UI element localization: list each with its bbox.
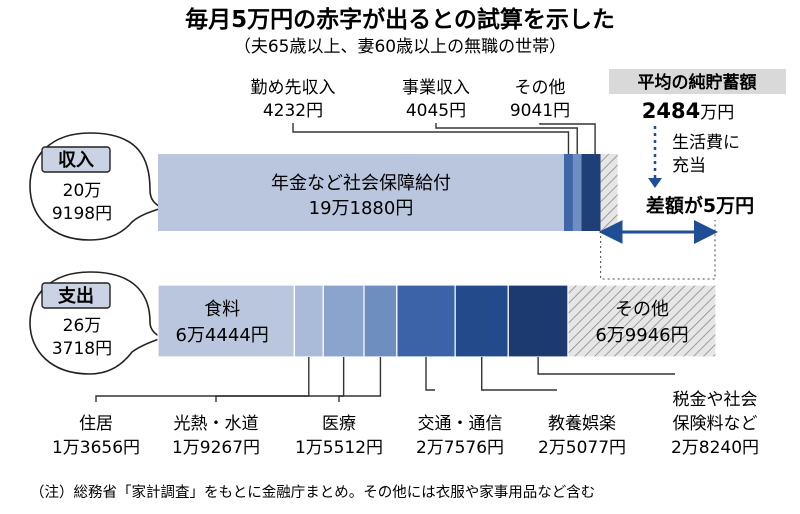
expense-segment [293, 284, 324, 358]
income-other-value: 9041円 [510, 101, 570, 121]
expense-total-line1: 26万 [63, 316, 102, 336]
income-label: 収入 [58, 150, 94, 171]
expense-utilities-label: 光熱・水道 [174, 414, 259, 434]
expense-medical-label: 医療 [322, 414, 356, 434]
income-leader-lines [292, 123, 596, 154]
expense-leader-line [338, 357, 382, 402]
expense-total-line2: 3718円 [52, 339, 112, 359]
expense-utilities-value: 1万9267円 [172, 438, 260, 458]
expense-tax-value: 2万8240円 [671, 438, 759, 458]
income-employment-label: 勤め先収入 [251, 78, 336, 98]
deficit-guide-lines [600, 220, 716, 280]
income-bubble: 収入 20万 9198円 [29, 132, 164, 241]
income-leader-line [539, 123, 596, 154]
expense-food-value: 6万4444円 [176, 325, 269, 346]
savings-box [609, 69, 786, 94]
income-business-label: 事業収入 [402, 78, 470, 98]
expense-leader-lines [95, 357, 675, 402]
income-leader-line [292, 123, 570, 154]
expense-food-label: 食料 [204, 299, 240, 320]
savings-label: 平均の純貯蓄額 [638, 72, 757, 93]
expense-segment [507, 284, 569, 358]
arrow-note-line1: 生活費に [672, 133, 740, 153]
expense-tax-label-line1: 税金や社会 [673, 390, 758, 410]
income-employment-value: 4232円 [263, 101, 323, 121]
expense-other-label: その他 [615, 299, 669, 320]
expense-leader-line [95, 357, 310, 402]
chart-title: 毎月5万円の赤字が出るとの試算を示した [185, 6, 615, 33]
expense-segment [396, 284, 456, 358]
expense-segment [363, 284, 398, 358]
expense-leader-line [481, 357, 557, 391]
expense-label: 支出 [57, 285, 94, 307]
expense-transport-label: 交通・通信 [418, 414, 503, 434]
deficit-guide-line [600, 220, 716, 280]
savings-value-number: 2484 [642, 99, 700, 123]
income-other-label: その他 [515, 78, 566, 98]
chart-subtitle: （夫65歳以上、妻60歳以上の無職の世帯） [234, 37, 566, 57]
expense-housing-value: 1万3656円 [52, 438, 140, 458]
expense-leader-line [215, 357, 345, 402]
expense-bubble: 支出 26万 3718円 [29, 271, 164, 375]
expense-culture-value: 2万5077円 [538, 438, 626, 458]
income-segment-business [572, 154, 582, 231]
savings-value-unit: 万円 [700, 103, 734, 123]
expense-medical-value: 1万5512円 [295, 438, 383, 458]
expense-segment [454, 284, 509, 358]
expense-culture-label: 教養娯楽 [548, 414, 616, 434]
arrow-note-line2: 充当 [672, 156, 706, 176]
income-leader-line [435, 123, 578, 154]
expense-segment [157, 284, 295, 358]
income-segment-other [581, 154, 601, 231]
income-total-line2: 9198円 [52, 204, 112, 224]
income-pension-value: 19万1880円 [309, 198, 414, 219]
expense-other-value: 6万9946円 [595, 325, 688, 346]
income-business-value: 4045円 [406, 101, 466, 121]
income-segment-employment [563, 154, 573, 231]
income-pension-label: 年金など社会保障給付 [271, 173, 451, 194]
expense-bar [157, 284, 717, 358]
income-segment-pension [158, 154, 564, 231]
deficit-label: 差額が5万円 [646, 194, 754, 217]
expense-transport-value: 2万7576円 [416, 438, 504, 458]
expense-segment [567, 284, 717, 358]
expense-housing-label: 住居 [79, 414, 113, 434]
expense-leader-line [425, 357, 435, 391]
income-bar [158, 154, 618, 231]
expense-segment [322, 284, 365, 358]
expense-leader-line [537, 357, 675, 375]
savings-value: 2484万円 [642, 99, 734, 123]
savings-arrow-head-icon [648, 178, 662, 188]
footnote: （注）総務省「家計調査」をもとに金融庁まとめ。その他には衣服や家事用品など含む [30, 484, 595, 501]
income-deficit-hatch [600, 154, 618, 231]
expense-tax-label-line2: 保険料など [673, 414, 758, 434]
income-total-line1: 20万 [63, 181, 102, 201]
